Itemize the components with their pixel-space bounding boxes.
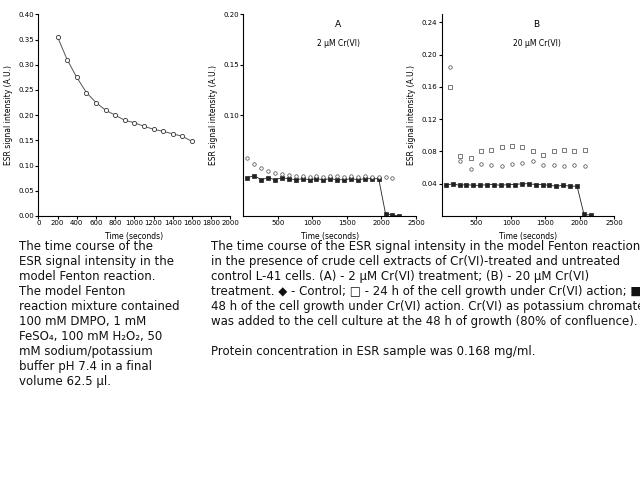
X-axis label: Time (seconds): Time (seconds) [106, 232, 163, 241]
Y-axis label: ESR signal intensity (A.U.): ESR signal intensity (A.U.) [209, 65, 218, 165]
Text: B: B [534, 21, 540, 29]
Y-axis label: ESR signal intensity (A.U.): ESR signal intensity (A.U.) [4, 65, 13, 165]
Text: A: A [335, 21, 341, 29]
Y-axis label: ESR signal intensity (A.U.): ESR signal intensity (A.U.) [407, 65, 416, 165]
Text: 20 μM Cr(VI): 20 μM Cr(VI) [513, 38, 561, 48]
Text: The time course of the ESR signal intensity in the model Fenton reaction
in the : The time course of the ESR signal intens… [211, 240, 640, 358]
Text: 2 μM Cr(VI): 2 μM Cr(VI) [317, 38, 360, 48]
X-axis label: Time (seconds): Time (seconds) [499, 232, 557, 241]
X-axis label: Time (seconds): Time (seconds) [301, 232, 358, 241]
Text: The time course of the
ESR signal intensity in the
model Fenton reaction.
The mo: The time course of the ESR signal intens… [19, 240, 180, 388]
